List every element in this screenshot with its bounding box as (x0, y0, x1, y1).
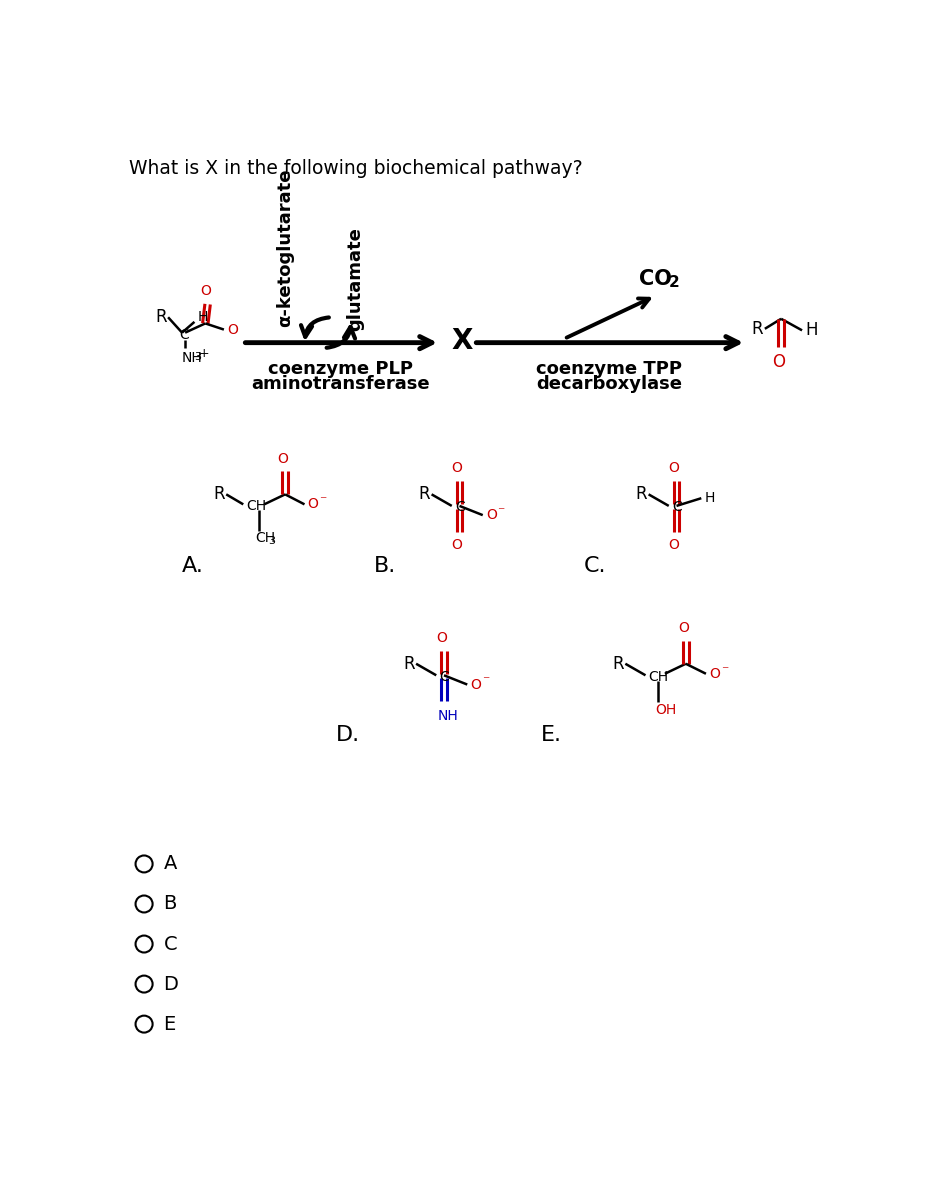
Text: O: O (452, 539, 463, 552)
Text: CH: CH (246, 499, 266, 512)
Text: NH: NH (438, 709, 459, 724)
Text: X: X (452, 328, 473, 355)
Text: O: O (201, 284, 211, 298)
Text: 2: 2 (668, 275, 680, 290)
Text: R: R (635, 485, 647, 503)
Text: C: C (439, 670, 449, 684)
Text: glutamate: glutamate (346, 227, 364, 331)
Text: E.: E. (541, 725, 562, 745)
Text: O: O (668, 461, 680, 475)
Text: 3: 3 (194, 352, 201, 361)
Text: R: R (403, 655, 414, 673)
Text: D: D (163, 974, 178, 994)
Text: What is X in the following biochemical pathway?: What is X in the following biochemical p… (129, 160, 583, 179)
Text: R: R (752, 319, 763, 337)
Text: B.: B. (374, 556, 396, 576)
Text: O: O (470, 678, 482, 691)
Text: O: O (773, 353, 785, 371)
Text: NH: NH (182, 352, 203, 365)
Text: D.: D. (336, 725, 359, 745)
Text: ⁻: ⁻ (498, 505, 505, 520)
Text: B: B (163, 894, 177, 913)
Text: CO: CO (639, 269, 672, 289)
Text: ⁻: ⁻ (720, 664, 728, 678)
Text: ⁻: ⁻ (482, 674, 489, 689)
Text: O: O (452, 461, 463, 475)
Text: H: H (805, 322, 817, 340)
Text: ⁻: ⁻ (319, 494, 327, 509)
Text: O: O (307, 497, 319, 511)
Text: O: O (278, 452, 288, 466)
Text: O: O (485, 508, 497, 522)
Text: O: O (227, 323, 238, 336)
Text: E: E (163, 1015, 175, 1033)
Text: CH: CH (648, 670, 668, 684)
Text: 3: 3 (268, 535, 275, 546)
Text: CH: CH (256, 532, 276, 545)
Text: aminotransferase: aminotransferase (251, 374, 430, 392)
Text: O: O (709, 667, 720, 680)
Text: C: C (163, 935, 177, 954)
Text: A.: A. (182, 556, 204, 576)
Text: O: O (678, 622, 689, 635)
Text: α-ketoglutarate: α-ketoglutarate (276, 169, 294, 328)
Text: R: R (418, 485, 430, 503)
Text: OH: OH (655, 703, 676, 716)
Text: A: A (163, 854, 177, 874)
Text: H: H (704, 491, 715, 505)
Text: C.: C. (584, 556, 606, 576)
Text: C: C (672, 500, 682, 515)
Text: R: R (155, 308, 167, 326)
Text: R: R (213, 485, 225, 503)
Text: +: + (199, 347, 210, 360)
Text: R: R (612, 655, 624, 673)
Text: coenzyme TPP: coenzyme TPP (536, 360, 682, 378)
Text: coenzyme PLP: coenzyme PLP (268, 360, 413, 378)
Text: C: C (179, 328, 190, 342)
Text: O: O (436, 630, 447, 644)
Text: C: C (455, 500, 465, 515)
Text: H: H (197, 311, 208, 324)
Text: decarboxylase: decarboxylase (536, 374, 682, 392)
Text: O: O (668, 539, 680, 552)
